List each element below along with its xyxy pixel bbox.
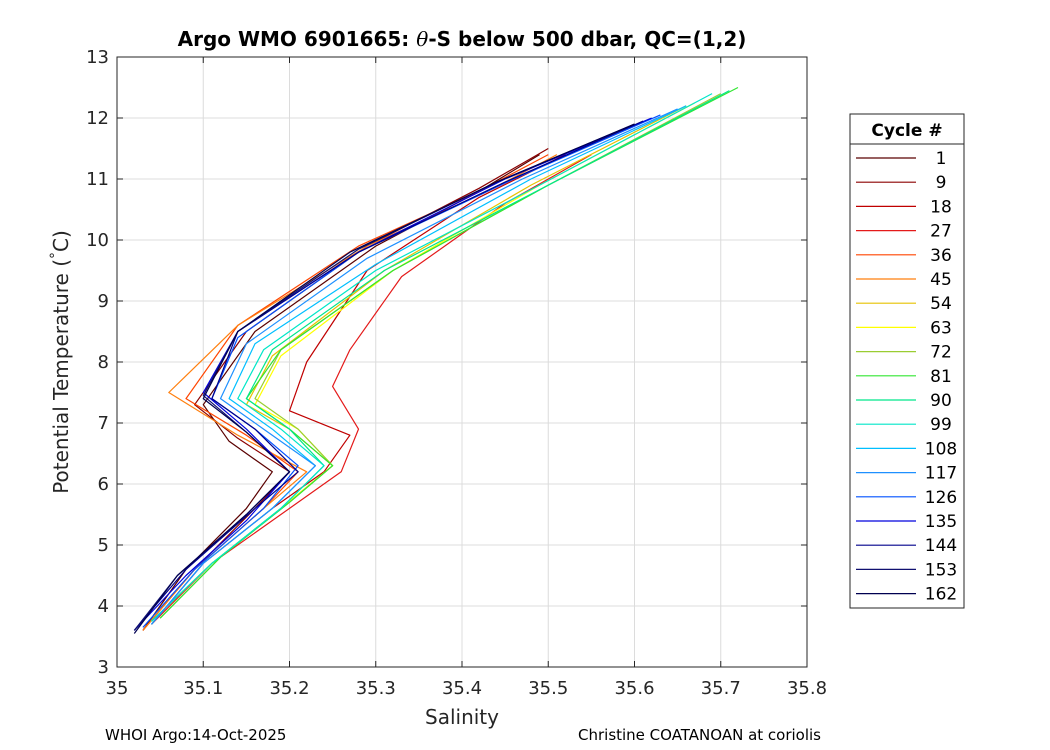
legend-label: 135 [925, 512, 957, 532]
series-line-cycle-99 [151, 93, 713, 622]
x-tick-label: 35.4 [442, 678, 482, 699]
y-axis-label: Potential Temperature (°C) [48, 230, 73, 494]
legend-items: 1 9 18 27 36 45 54 63 72 81 90 99 108 117 126 135 144 153… [856, 149, 957, 605]
series-line-cycle-135 [133, 117, 652, 631]
legend: Cycle # 19182736455463728190991081171261… [849, 113, 965, 609]
legend-label: 54 [930, 294, 952, 314]
series-line-cycle-162 [133, 123, 635, 634]
legend-label: 81 [930, 367, 952, 387]
legend-title: Cycle # [871, 121, 942, 141]
legend-label: 153 [925, 560, 957, 580]
y-tick-label: 3 [98, 657, 109, 678]
legend-label: 117 [925, 464, 957, 484]
legend-label: 9 [936, 173, 947, 193]
series-line-cycle-144 [133, 120, 644, 631]
y-axis-label-degree: ° [48, 252, 64, 259]
y-tick-label: 5 [98, 535, 109, 556]
series-layer [133, 86, 739, 634]
title-prefix: Argo WMO 6901665: [178, 27, 417, 51]
legend-label: 90 [930, 391, 952, 411]
x-tick-label: 35.2 [269, 678, 309, 699]
legend-label: 27 [930, 222, 952, 242]
legend-label: 126 [925, 488, 957, 508]
y-tick-label: 12 [86, 108, 109, 129]
x-tick-label: 35.7 [701, 678, 741, 699]
x-tick-label: 35.6 [614, 678, 654, 699]
x-axis-label: Salinity [425, 705, 499, 729]
y-tick-label: 7 [98, 413, 109, 434]
y-tick-label: 6 [98, 474, 109, 495]
title-theta: θ [416, 27, 428, 51]
legend-label: 72 [930, 343, 952, 363]
legend-label: 18 [930, 197, 952, 217]
x-tick-label: 35 [106, 678, 129, 699]
legend-box [849, 113, 965, 609]
x-tick-labels: 35 35.1 35.2 35.3 35.4 35.5 35.6 35.7 35.8 [106, 678, 827, 699]
y-axis-label-main: Potential Temperature ( [49, 259, 73, 494]
chart-title: Argo WMO 6901665: θ-S below 500 dbar, QC… [178, 27, 747, 51]
plot-area [133, 86, 739, 634]
series-line-cycle-27 [151, 154, 592, 625]
x-tick-label: 35.3 [356, 678, 396, 699]
legend-label: 144 [925, 536, 957, 556]
y-tick-label: 10 [86, 230, 109, 251]
legend-label: 63 [930, 318, 952, 338]
series-line-cycle-117 [151, 108, 678, 625]
y-tick-labels: 3 4 5 6 7 8 9 10 11 12 13 [86, 47, 109, 678]
legend-label: 1 [936, 149, 947, 169]
x-tick-label: 35.5 [528, 678, 568, 699]
y-tick-label: 13 [86, 47, 109, 68]
title-suffix: -S below 500 dbar, QC=(1,2) [428, 27, 746, 51]
y-tick-label: 8 [98, 352, 109, 373]
y-tick-label: 11 [86, 169, 109, 190]
footer-left: WHOI Argo:14-Oct-2025 [105, 726, 287, 744]
footer-right: Christine COATANOAN at coriolis [578, 726, 821, 744]
y-tick-label: 9 [98, 291, 109, 312]
y-tick-label: 4 [98, 596, 109, 617]
x-tick-label: 35.8 [787, 678, 827, 699]
legend-label: 99 [930, 415, 952, 435]
legend-label: 36 [930, 246, 952, 266]
legend-label: 108 [925, 439, 957, 459]
y-axis-label-end: C) [49, 230, 73, 252]
ticks [116, 56, 808, 668]
x-tick-label: 35.1 [183, 678, 223, 699]
legend-label: 45 [930, 270, 952, 290]
legend-label: 162 [925, 585, 957, 605]
